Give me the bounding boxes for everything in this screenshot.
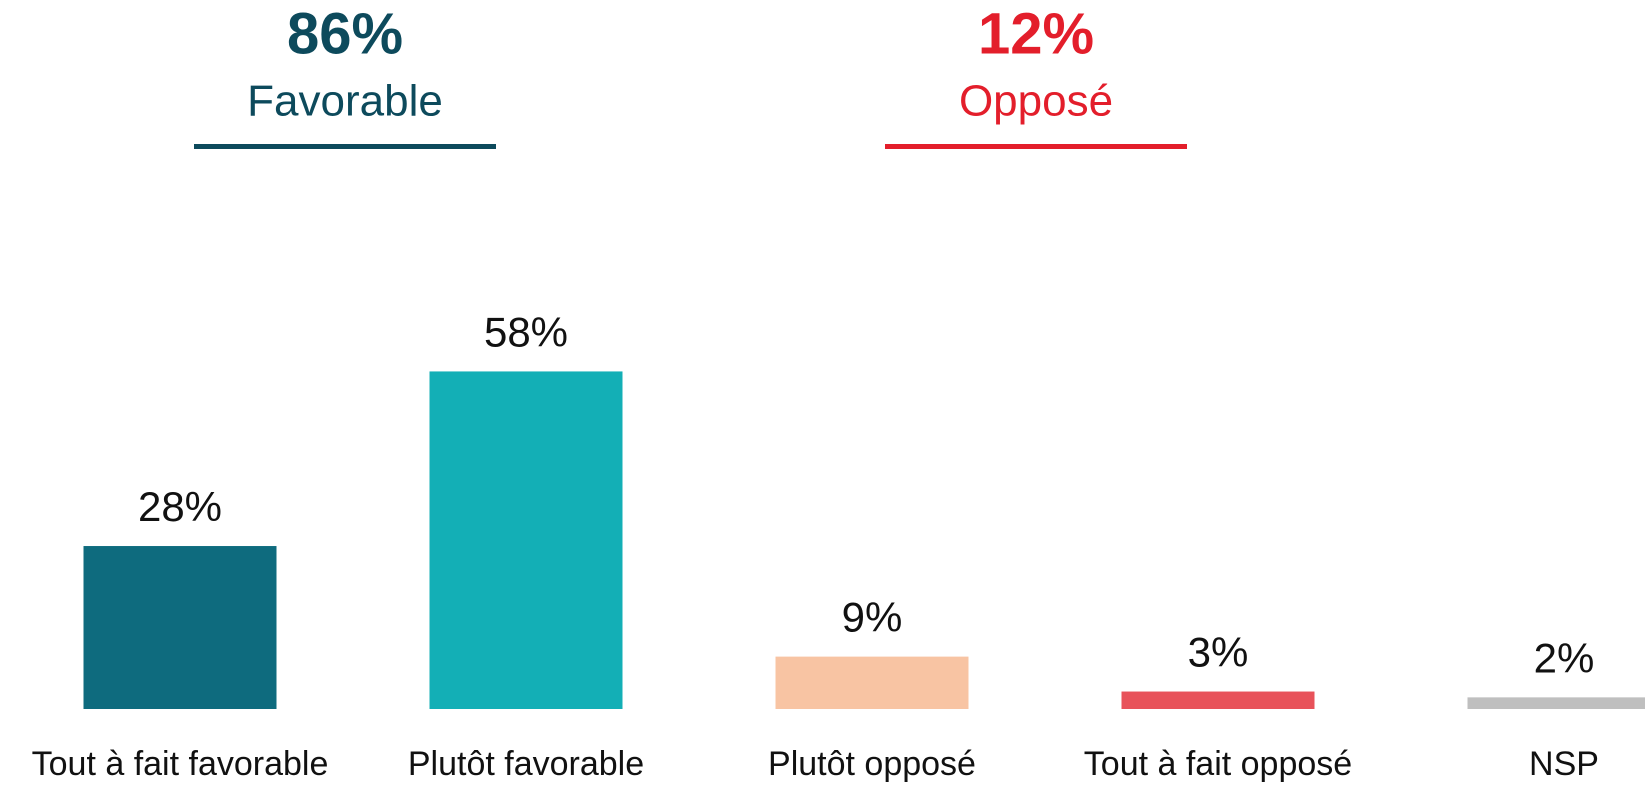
x-tick-label: Tout à fait favorable bbox=[32, 745, 329, 783]
group-total: 12% bbox=[978, 1, 1094, 66]
group-underline bbox=[885, 144, 1187, 149]
value-label: 2% bbox=[1534, 634, 1595, 681]
x-tick-label: Plutôt opposé bbox=[768, 745, 976, 783]
group-name: Opposé bbox=[959, 77, 1113, 126]
value-label: 28% bbox=[138, 483, 222, 530]
group-underline bbox=[194, 144, 496, 149]
bar bbox=[1467, 697, 1645, 709]
value-label: 3% bbox=[1188, 629, 1249, 676]
bar bbox=[429, 371, 623, 709]
x-tick-label: Tout à fait opposé bbox=[1084, 745, 1352, 783]
group-name: Favorable bbox=[247, 77, 443, 126]
bar bbox=[775, 656, 969, 709]
value-label: 9% bbox=[842, 594, 903, 641]
bar bbox=[1121, 691, 1315, 709]
x-tick-label: Plutôt favorable bbox=[408, 745, 644, 783]
value-label: 58% bbox=[484, 309, 568, 356]
x-tick-label: NSP bbox=[1529, 745, 1599, 783]
bar bbox=[83, 546, 277, 709]
group-total: 86% bbox=[287, 1, 403, 66]
